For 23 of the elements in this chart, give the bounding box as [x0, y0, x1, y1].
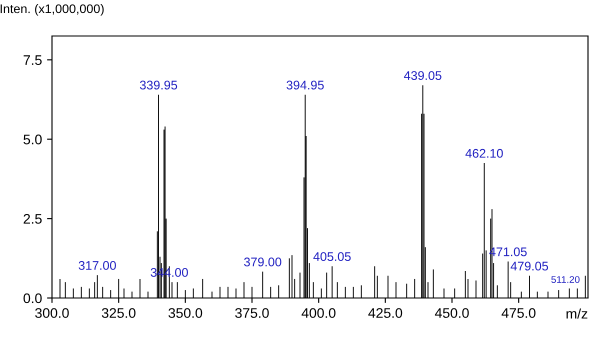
annotation: 439.05 — [404, 71, 442, 80]
y-axis-title: Inten. (x1,000,000) — [0, 4, 104, 16]
x-tick-label: 450.0 — [434, 308, 469, 318]
y-tick-label: 5.0 — [24, 134, 42, 144]
x-tick-label: 325.0 — [102, 308, 136, 318]
x-tick-label: 400.0 — [302, 308, 336, 318]
x-axis-title: m/z — [566, 308, 588, 319]
x-tick-label: 425.0 — [368, 308, 402, 318]
x-tick-label: 350.0 — [168, 308, 202, 318]
y-tick-label: 0.0 — [24, 293, 42, 304]
x-tick-label: 475.0 — [502, 308, 536, 318]
annotation: 379.00 — [244, 258, 282, 266]
annotation: 479.05 — [510, 262, 548, 271]
y-tick-label: 2.5 — [24, 214, 42, 224]
annotation: 317.00 — [78, 261, 116, 270]
annotation: 394.95 — [286, 80, 324, 90]
y-tick-label: 7.5 — [24, 55, 42, 65]
x-tick-label: 300.0 — [35, 308, 69, 318]
x-tick-label: 375.0 — [235, 308, 269, 318]
annotation: 462.10 — [465, 148, 503, 158]
annotation: 339.95 — [140, 80, 178, 90]
annotation: 511.20 — [551, 276, 580, 283]
annotation: 405.05 — [313, 252, 351, 261]
